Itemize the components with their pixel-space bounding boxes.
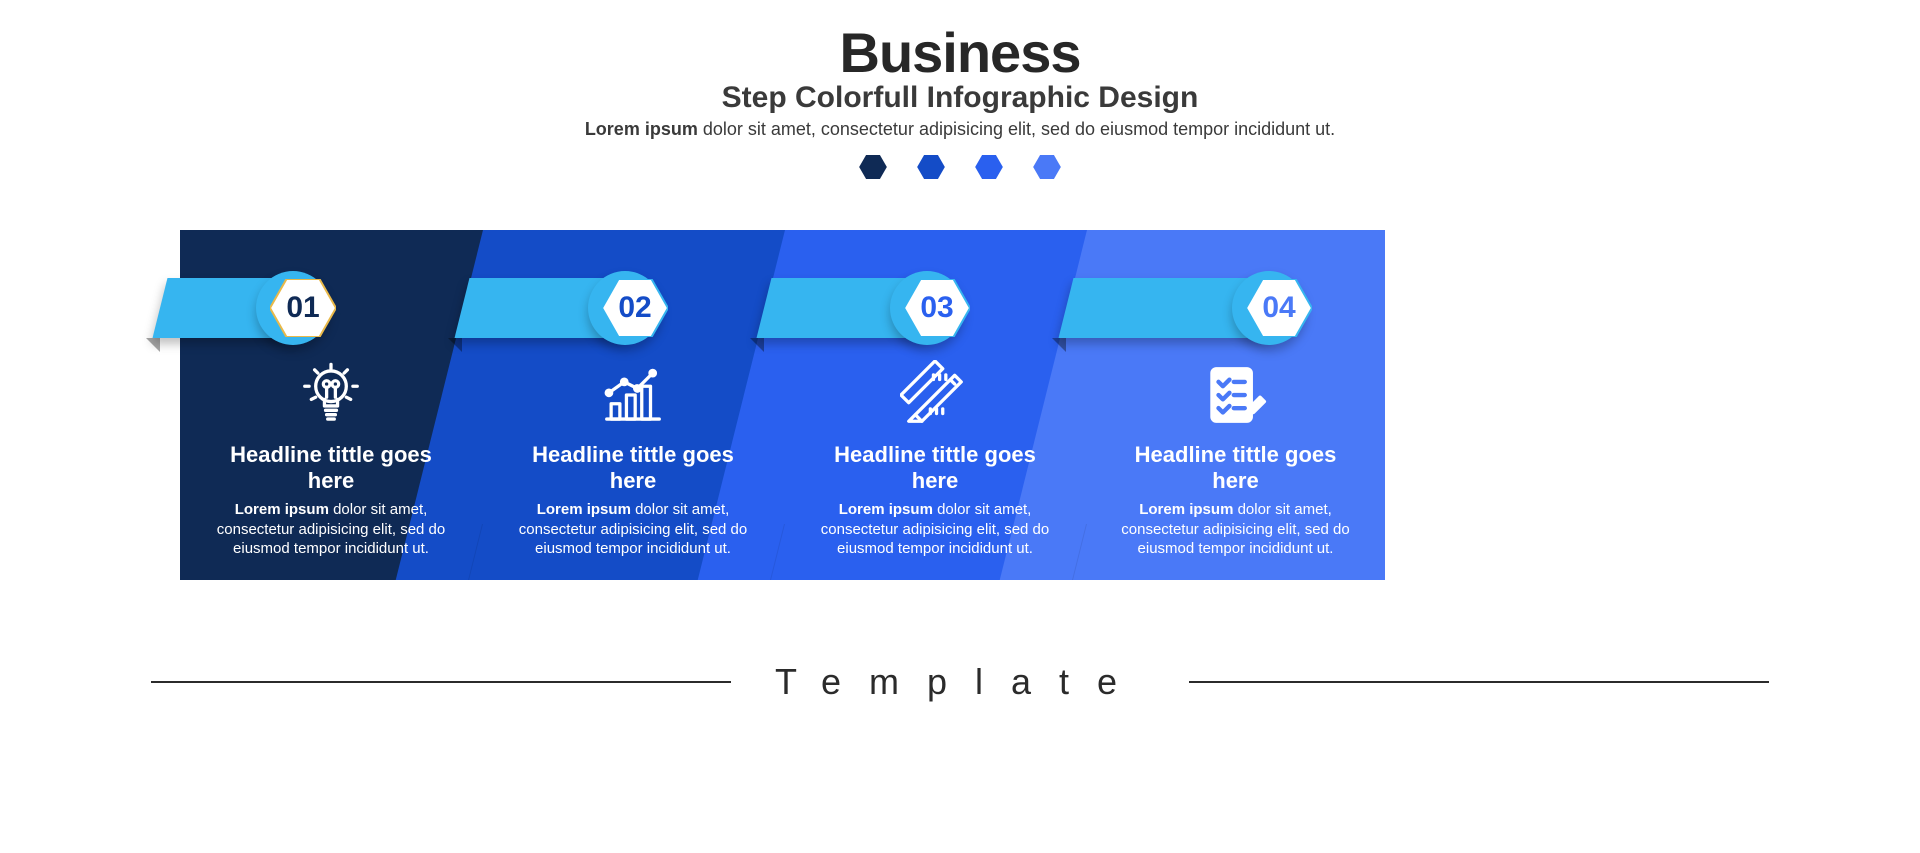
step-number: 03: [904, 279, 970, 337]
step-number: 04: [1246, 279, 1312, 337]
step-headline: Headline tittle goes here: [1114, 442, 1357, 494]
infographic-band: Headline tittle goes here Lorem ipsum do…: [180, 230, 1385, 580]
page-description: Lorem ipsum dolor sit amet, consectetur …: [0, 119, 1920, 141]
step-ribbon-3: 03: [764, 278, 964, 338]
footer-word: Template: [765, 661, 1155, 703]
step-number: 02: [602, 279, 668, 337]
desc-rest: dolor sit amet, consectetur adipisicing …: [698, 119, 1335, 139]
step-headline: Headline tittle goes here: [208, 442, 454, 494]
footer-line-right: [1189, 681, 1769, 683]
step-body: Lorem ipsum dolor sit amet, consectetur …: [812, 500, 1058, 559]
step-ribbon-4: 04: [1066, 278, 1306, 338]
header: Business Step Colorfull Infographic Desi…: [0, 20, 1920, 179]
step-number: 01: [270, 279, 336, 337]
chart-icon: [598, 360, 668, 430]
step-ribbon-2: 02: [462, 278, 662, 338]
step-body: Lorem ipsum dolor sit amet, consectetur …: [1114, 500, 1357, 559]
lightbulb-icon: [296, 360, 366, 430]
page-title: Business: [0, 20, 1920, 85]
pencil-ruler-icon: [900, 360, 970, 430]
step-headline: Headline tittle goes here: [510, 442, 756, 494]
checklist-icon: [1201, 360, 1271, 430]
desc-bold: Lorem ipsum: [585, 119, 698, 139]
footer-line-left: [151, 681, 731, 683]
step-body: Lorem ipsum dolor sit amet, consectetur …: [208, 500, 454, 559]
footer: Template: [0, 661, 1920, 703]
legend-hex-1: [859, 155, 887, 179]
legend-hex-4: [1033, 155, 1061, 179]
legend-hex-2: [917, 155, 945, 179]
legend-hex-row: [0, 155, 1920, 179]
step-body: Lorem ipsum dolor sit amet, consectetur …: [510, 500, 756, 559]
step-headline: Headline tittle goes here: [812, 442, 1058, 494]
page-subtitle: Step Colorfull Infographic Design: [0, 81, 1920, 115]
legend-hex-3: [975, 155, 1003, 179]
step-ribbon-1: 01: [160, 278, 330, 338]
